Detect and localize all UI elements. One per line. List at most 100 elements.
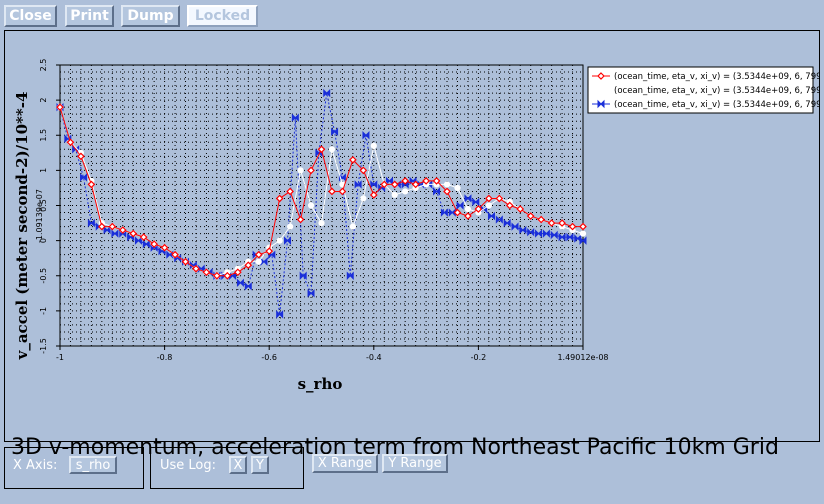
data-point bbox=[440, 208, 448, 217]
data-point bbox=[474, 205, 483, 213]
data-point bbox=[527, 227, 535, 237]
data-point bbox=[526, 212, 535, 220]
data-point bbox=[360, 195, 367, 202]
data-point bbox=[323, 88, 331, 98]
data-point bbox=[402, 188, 409, 195]
data-point bbox=[485, 202, 492, 209]
data-point bbox=[537, 215, 546, 224]
data-point bbox=[307, 166, 315, 175]
data-point bbox=[487, 211, 495, 221]
y-range-button[interactable]: Y Range bbox=[382, 454, 448, 473]
data-point bbox=[254, 250, 263, 259]
data-point bbox=[511, 222, 519, 231]
data-point bbox=[579, 230, 587, 237]
data-point bbox=[192, 264, 200, 273]
data-point bbox=[542, 229, 550, 238]
data-point bbox=[97, 222, 106, 231]
data-point bbox=[453, 208, 462, 217]
x-axis-label-text: X Axis: bbox=[13, 458, 58, 473]
data-point bbox=[597, 86, 605, 94]
data-point bbox=[503, 218, 511, 228]
data-point bbox=[472, 197, 480, 207]
x-tick-label: -0.6 bbox=[261, 353, 277, 362]
chart: -1 -0.8 -0.6 -0.4 -0.2 1.49012e-08 -1.5 -1 -0.5 0… bbox=[13, 59, 819, 393]
x-tick-label: -1 bbox=[56, 353, 64, 362]
data-point bbox=[291, 113, 299, 122]
legend-label: (ocean_time, eta_v, xi_v) = (3.5344e+09,… bbox=[614, 86, 819, 96]
y-tick-extra: -1.09139e-07 bbox=[35, 189, 44, 243]
plot-frame: -1 -0.8 -0.6 -0.4 -0.2 1.49012e-08 -1.5 -1 -0.5 0… bbox=[4, 30, 820, 460]
y-tick-label: -1 bbox=[39, 307, 48, 315]
data-point bbox=[579, 222, 587, 231]
data-point bbox=[433, 187, 441, 196]
data-point bbox=[66, 138, 75, 147]
data-point bbox=[56, 103, 64, 111]
data-point bbox=[566, 232, 574, 242]
y-tick-label: 2 bbox=[39, 98, 48, 103]
data-point bbox=[464, 212, 472, 220]
dump-button[interactable]: Dump bbox=[121, 5, 180, 27]
data-point bbox=[108, 222, 117, 231]
data-point bbox=[276, 310, 284, 319]
data-point bbox=[276, 237, 283, 244]
x-axis-select[interactable]: s_rho bbox=[69, 456, 117, 474]
series-1 bbox=[56, 103, 587, 280]
data-point bbox=[568, 222, 577, 231]
x-range-button[interactable]: X Range bbox=[312, 454, 378, 473]
data-point bbox=[139, 233, 148, 241]
close-button[interactable]: Close bbox=[4, 5, 57, 27]
data-point bbox=[331, 127, 339, 136]
data-point bbox=[370, 142, 377, 149]
y-axis-label: v_accel (meter second-2)/10**-4 bbox=[13, 92, 31, 361]
log-x-toggle[interactable]: X bbox=[229, 456, 247, 474]
data-point bbox=[213, 271, 221, 280]
locked-toggle[interactable]: Locked bbox=[187, 5, 258, 27]
data-point bbox=[354, 180, 362, 189]
data-point bbox=[432, 177, 441, 185]
data-point bbox=[129, 229, 138, 238]
data-point bbox=[318, 219, 325, 227]
x-axis-panel: X Axis: s_rho bbox=[4, 447, 144, 489]
data-point bbox=[346, 271, 354, 280]
data-point bbox=[359, 166, 368, 175]
data-point bbox=[275, 194, 284, 203]
data-point bbox=[233, 268, 242, 277]
legend-entry: (ocean_time, eta_v, xi_v) = (3.5344e+09,… bbox=[592, 72, 819, 82]
data-point bbox=[118, 226, 127, 234]
data-point bbox=[390, 180, 399, 189]
data-point bbox=[111, 229, 119, 238]
data-point bbox=[77, 152, 85, 161]
data-point bbox=[244, 282, 252, 291]
data-point bbox=[485, 194, 493, 203]
data-point bbox=[349, 155, 357, 164]
data-point bbox=[516, 205, 525, 213]
data-point bbox=[401, 177, 410, 185]
data-point bbox=[550, 230, 558, 240]
x-axis-label: s_rho bbox=[298, 375, 343, 393]
data-point bbox=[317, 145, 326, 154]
data-point bbox=[422, 177, 430, 185]
data-point bbox=[454, 184, 461, 192]
data-point bbox=[181, 257, 190, 266]
data-point bbox=[265, 247, 274, 256]
data-point bbox=[495, 194, 504, 203]
data-point bbox=[338, 187, 347, 196]
data-point bbox=[495, 215, 503, 224]
y-tick-label: -0.5 bbox=[39, 268, 48, 284]
legend-box bbox=[587, 66, 814, 114]
data-point bbox=[202, 268, 211, 277]
data-point bbox=[547, 219, 556, 227]
data-point bbox=[380, 180, 389, 189]
data-point bbox=[443, 187, 451, 196]
data-point bbox=[284, 236, 292, 245]
data-point bbox=[328, 187, 336, 196]
print-button[interactable]: Print bbox=[65, 5, 114, 27]
x-tick-label: -0.8 bbox=[157, 353, 173, 362]
data-point bbox=[597, 99, 605, 109]
data-point bbox=[558, 232, 566, 242]
legend: (ocean_time, eta_v, xi_v) = (3.5344e+09,… bbox=[587, 66, 819, 114]
use-log-label: Use Log: bbox=[160, 458, 217, 473]
data-point bbox=[166, 250, 174, 259]
data-point bbox=[80, 173, 88, 182]
log-y-toggle[interactable]: Y bbox=[251, 456, 269, 474]
